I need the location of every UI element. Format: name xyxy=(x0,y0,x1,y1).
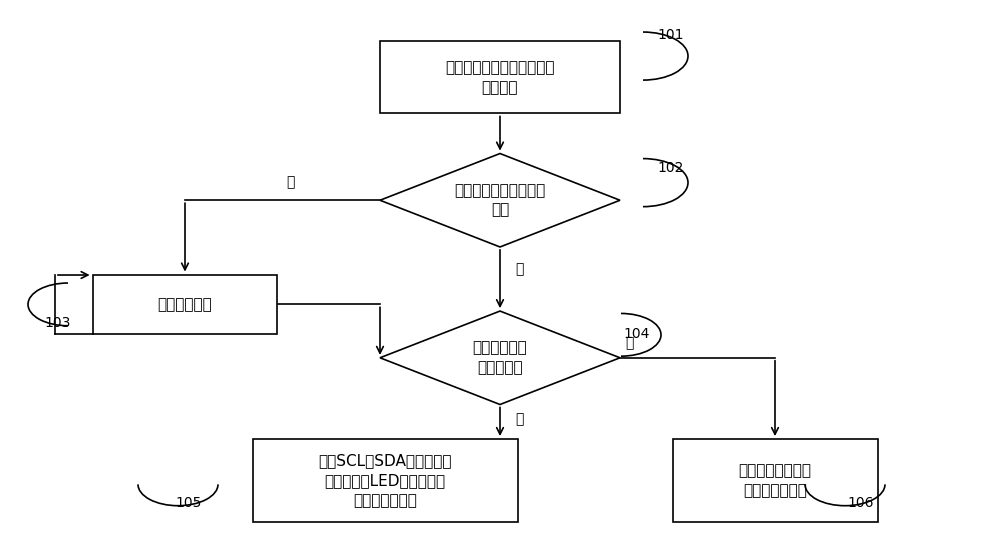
FancyBboxPatch shape xyxy=(92,275,277,334)
Text: 等待通讯完成: 等待通讯完成 xyxy=(158,297,212,312)
Text: 102: 102 xyxy=(657,161,683,175)
Polygon shape xyxy=(380,311,620,405)
Text: 103: 103 xyxy=(44,316,70,330)
FancyBboxPatch shape xyxy=(380,42,620,114)
Text: 是: 是 xyxy=(515,412,523,426)
Text: 106: 106 xyxy=(847,496,874,510)
Text: 配置SCL、SDA处于空闲状
态，使所有LED灯闪烁，进
行电源控制管理: 配置SCL、SDA处于空闲状 态，使所有LED灯闪烁，进 行电源控制管理 xyxy=(318,453,452,508)
Text: 是: 是 xyxy=(286,176,294,190)
Text: 设定电池工作参数和外围设
备初始化: 设定电池工作参数和外围设 备初始化 xyxy=(445,60,555,95)
Text: 105: 105 xyxy=(175,496,201,510)
Text: 否: 否 xyxy=(515,263,523,277)
FancyBboxPatch shape xyxy=(252,439,518,522)
Text: 101: 101 xyxy=(657,28,684,42)
Text: 是否出现生产
模式标志位: 是否出现生产 模式标志位 xyxy=(473,340,527,375)
Text: 读写填充数据，进
行电源控制管理: 读写填充数据，进 行电源控制管理 xyxy=(738,463,812,498)
Text: 电池是否处于通讯中断
模式: 电池是否处于通讯中断 模式 xyxy=(454,183,546,218)
Polygon shape xyxy=(380,154,620,247)
Text: 否: 否 xyxy=(625,336,633,350)
FancyBboxPatch shape xyxy=(672,439,878,522)
Text: 104: 104 xyxy=(623,327,649,341)
